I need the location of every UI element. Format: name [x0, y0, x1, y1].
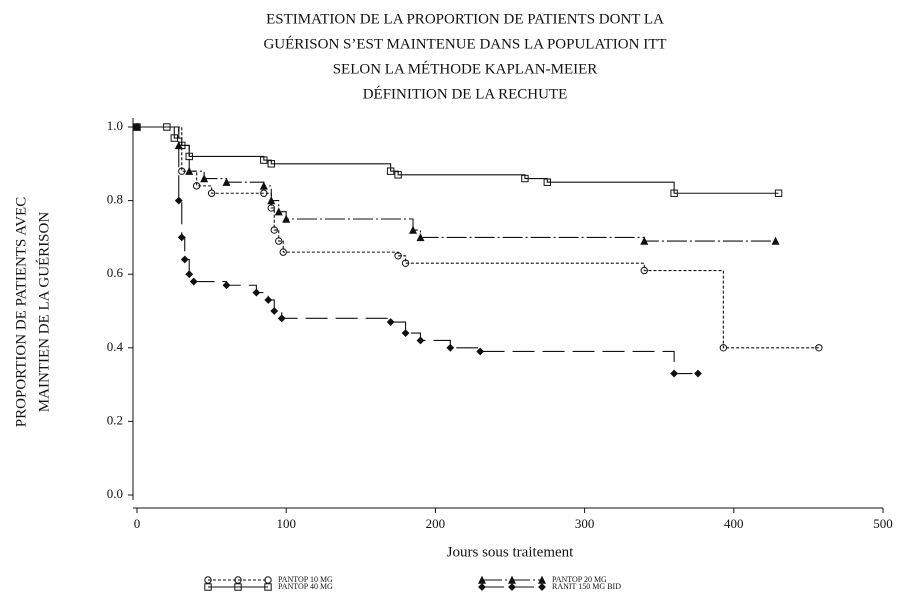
marker [401, 329, 410, 337]
marker [815, 344, 823, 352]
km-curve [137, 126, 776, 242]
marker [270, 307, 279, 315]
y-tick-label: 0.2 [107, 412, 123, 427]
marker [222, 177, 231, 186]
km-curve [137, 126, 698, 375]
y-tick-label: 0.4 [107, 339, 124, 354]
marker [259, 181, 268, 190]
marker [771, 236, 780, 245]
marker [386, 318, 395, 326]
marker [394, 171, 402, 179]
marker [270, 226, 278, 234]
marker [719, 344, 728, 352]
marker [264, 296, 273, 304]
marker [267, 160, 275, 168]
marker [178, 167, 186, 175]
legend-label: PANTOP 40 MG [278, 582, 333, 591]
x-tick-label: 300 [575, 516, 595, 531]
x-tick-label: 400 [724, 516, 744, 531]
marker [252, 288, 261, 297]
marker [177, 233, 186, 242]
marker [200, 174, 209, 183]
marker [185, 166, 194, 175]
marker [180, 255, 189, 264]
marker [267, 204, 275, 212]
marker [267, 196, 276, 205]
marker [274, 207, 283, 216]
legend-label: RANIT 150 MG BID [552, 582, 621, 591]
marker [222, 281, 231, 290]
x-axis-label: Jours sous traitement [447, 544, 574, 560]
marker [409, 225, 418, 234]
marker [189, 277, 198, 286]
legend-item: RANIT 150 MG BID [478, 582, 621, 591]
x-tick-label: 500 [873, 516, 893, 531]
y-tick-label: 1.0 [107, 118, 123, 133]
marker [446, 343, 455, 352]
marker [234, 576, 242, 584]
legend-item: PANTOP 10 MG [204, 575, 333, 584]
marker [670, 189, 678, 197]
marker [264, 576, 272, 584]
y-tick-label: 0.6 [107, 265, 124, 280]
marker [640, 266, 648, 275]
x-tick-label: 200 [426, 516, 446, 531]
marker [640, 236, 649, 245]
marker [192, 182, 201, 190]
marker [538, 583, 546, 591]
marker [234, 583, 242, 591]
marker [543, 178, 551, 186]
marker [260, 156, 268, 164]
chart-title: GUÉRISON S’EST MAINTENUE DANS LA POPULAT… [263, 35, 666, 52]
marker [264, 583, 272, 591]
legend-label: PANTOP 20 MG [552, 575, 607, 584]
x-tick-label: 100 [276, 516, 296, 531]
marker [133, 123, 141, 131]
marker [174, 196, 183, 205]
marker [508, 583, 516, 591]
marker [275, 237, 283, 245]
marker [478, 583, 486, 591]
y-axis-label: MAINTIEN DE LA GUÉRISON [35, 212, 52, 413]
marker [416, 336, 425, 345]
legend-label: PANTOP 10 MG [278, 575, 333, 584]
marker [204, 583, 212, 591]
y-tick-label: 0.8 [107, 192, 123, 207]
marker [185, 270, 194, 279]
marker [277, 314, 286, 323]
marker [774, 189, 783, 197]
km-curve [137, 126, 779, 194]
y-axis-label: PROPORTION DE PATIENTS AVEC [13, 197, 29, 427]
marker [204, 576, 212, 584]
x-tick-label: 0 [134, 516, 141, 531]
marker [386, 167, 395, 175]
marker [170, 134, 179, 142]
marker [207, 189, 216, 197]
marker [521, 174, 529, 183]
marker [670, 369, 679, 378]
chart-title: DÉFINITION DE LA RECHUTE [363, 85, 568, 102]
marker [394, 252, 402, 260]
marker [260, 189, 268, 197]
marker [416, 233, 425, 242]
chart-title: ESTIMATION DE LA PROPORTION DE PATIENTS … [266, 11, 664, 27]
marker [401, 259, 410, 267]
marker [282, 214, 291, 223]
legend-item: PANTOP 40 MG [204, 582, 333, 591]
y-tick-label: 0.0 [107, 486, 123, 501]
marker [476, 347, 485, 356]
marker [694, 369, 702, 378]
chart-title: SELON LA MÉTHODE KAPLAN-MEIER [333, 60, 598, 77]
marker [279, 248, 287, 256]
